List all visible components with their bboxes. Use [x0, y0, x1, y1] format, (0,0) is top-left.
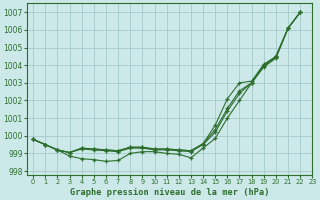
X-axis label: Graphe pression niveau de la mer (hPa): Graphe pression niveau de la mer (hPa)	[70, 188, 269, 197]
